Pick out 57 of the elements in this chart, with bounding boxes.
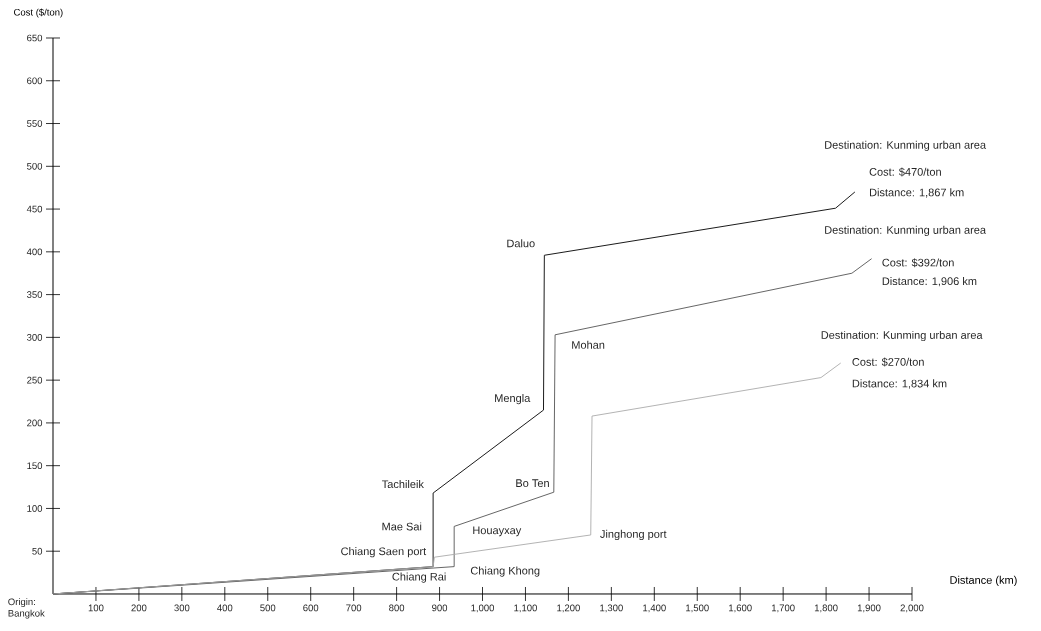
x-tick-label: 800 bbox=[389, 604, 405, 612]
y-tick-label: 600 bbox=[27, 77, 43, 85]
y-tick-label: 450 bbox=[26, 205, 43, 213]
annotation: Destination: Kunming urban area bbox=[825, 140, 987, 151]
annotation: Chiang Rai bbox=[392, 572, 446, 583]
annotation: Mae Sai bbox=[382, 522, 422, 531]
x-tick-label: 400 bbox=[217, 604, 233, 612]
y-tick-label: 650 bbox=[27, 34, 43, 42]
annotation: Tachileik bbox=[381, 480, 424, 489]
x-tick-label: 200 bbox=[131, 604, 147, 612]
x-tick-label: 1,700 bbox=[771, 604, 795, 613]
annotation: Mengla bbox=[495, 393, 531, 405]
x-tick-label: 1,000 bbox=[471, 604, 495, 613]
x-tick-label: 100 bbox=[88, 604, 104, 612]
y-tick-label: 100 bbox=[27, 505, 43, 512]
x-tick-label: 1,400 bbox=[643, 604, 666, 613]
y-tick-label: 400 bbox=[26, 248, 43, 256]
y-axis-title: Cost ($/ton) bbox=[14, 8, 63, 18]
annotation: Destination: Kunming urban area bbox=[825, 225, 987, 237]
annotation: Chiang Saen port bbox=[341, 547, 427, 558]
annotation: Mohan bbox=[572, 340, 605, 349]
y-tick-label: 550 bbox=[27, 120, 43, 127]
y-tick-label: 500 bbox=[27, 162, 43, 170]
x-tick-label: 2,000 bbox=[900, 604, 924, 613]
annotation: Distance: 1,906 km bbox=[882, 276, 977, 287]
x-tick-label: 1,500 bbox=[686, 604, 709, 613]
x-tick-label: 1,800 bbox=[814, 604, 838, 613]
y-tick-label: 250 bbox=[27, 376, 43, 384]
line-series bbox=[52, 362, 842, 595]
annotation: Distance: 1,867 km bbox=[869, 188, 964, 198]
x-tick-label: 1,900 bbox=[857, 604, 881, 613]
annotation: Jinghong port bbox=[600, 529, 667, 541]
x-tick-label: 600 bbox=[303, 604, 319, 612]
annotation: Chiang Khong bbox=[470, 566, 540, 577]
y-tick-label: 300 bbox=[26, 334, 43, 341]
y-tick-label: 200 bbox=[27, 419, 43, 427]
annotation: Cost: $270/ton bbox=[852, 357, 924, 367]
annotation: Cost: $470/ton bbox=[869, 167, 941, 177]
x-tick-label: 300 bbox=[174, 604, 190, 612]
y-tick-label: 350 bbox=[26, 291, 43, 298]
annotation: Distance: 1,834 km bbox=[852, 379, 947, 389]
annotation: Destination: Kunming urban area bbox=[821, 330, 983, 342]
annotation: Daluo bbox=[507, 239, 535, 248]
annotation: Cost: $392/ton bbox=[882, 258, 954, 268]
annotation: Houayxay bbox=[473, 526, 522, 537]
annotation: Origin: Bangkok bbox=[8, 598, 45, 619]
y-tick-label: 50 bbox=[32, 547, 43, 555]
x-tick-label: 1,200 bbox=[557, 604, 580, 613]
x-tick-label: 1,100 bbox=[514, 604, 537, 613]
y-tick-label: 150 bbox=[27, 462, 43, 470]
x-tick-label: 500 bbox=[260, 604, 276, 612]
x-tick-label: 700 bbox=[346, 604, 362, 612]
x-tick-label: 1,600 bbox=[729, 604, 752, 613]
annotation: Bo Ten bbox=[516, 479, 549, 488]
x-tick-label: 900 bbox=[432, 604, 448, 612]
x-tick-label: 1,300 bbox=[600, 604, 623, 613]
x-axis-title: Distance (km) bbox=[950, 575, 1017, 587]
